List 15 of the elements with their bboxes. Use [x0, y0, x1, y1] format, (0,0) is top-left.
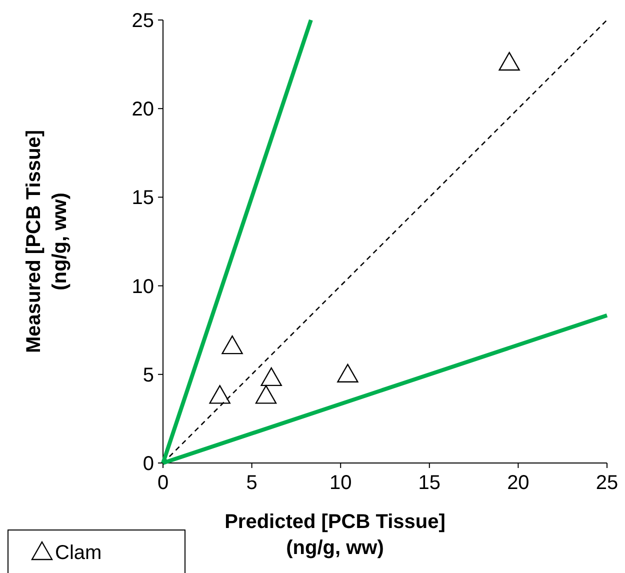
y-tick-label: 10 [132, 276, 154, 298]
y-tick-label: 5 [142, 364, 154, 386]
y-tick-label: 15 [132, 187, 154, 210]
y-tick-label: 0 [142, 453, 154, 475]
y-tick-label: 20 [132, 98, 154, 121]
x-tick-label: 5 [246, 472, 258, 494]
x-tick-label: 0 [157, 472, 169, 494]
y-tick-label: 25 [132, 10, 154, 32]
x-tick-label: 15 [418, 472, 441, 494]
x-axis-title: Predicted [PCB Tissue] (ng/g, ww) [224, 511, 446, 559]
x-tick-label: 20 [507, 472, 530, 494]
x-tick-label: 10 [329, 472, 352, 494]
x-tick-label: 25 [596, 472, 618, 494]
y-axis-title: Measured [PCB Tissue] (ng/g, ww) [23, 130, 71, 354]
legend-label: Clam [55, 542, 102, 564]
